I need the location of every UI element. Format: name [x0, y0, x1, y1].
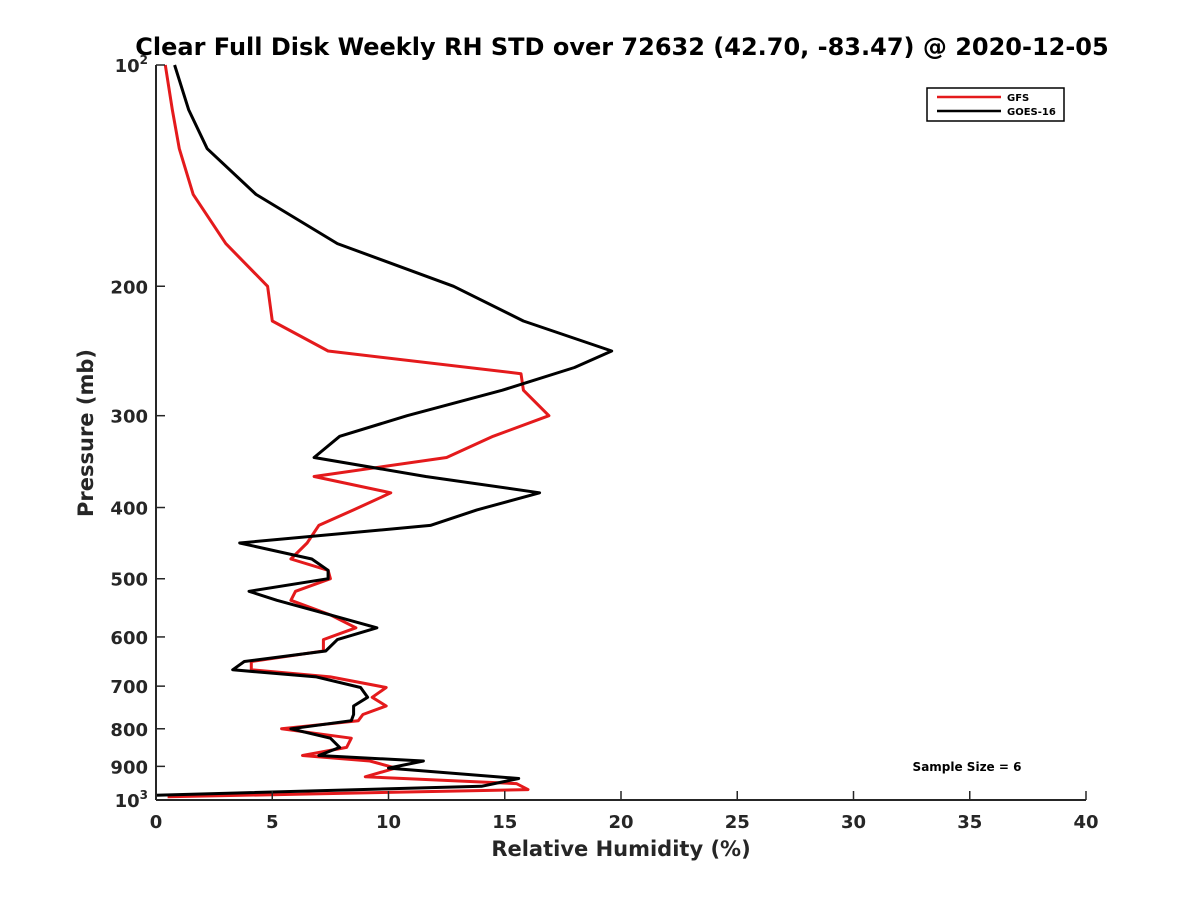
sample-size-annotation: Sample Size = 6	[913, 760, 1022, 774]
x-tick-label: 25	[725, 812, 750, 833]
series-line-gfs	[163, 64, 551, 799]
series-layer	[155, 64, 614, 799]
x-axis-label: Relative Humidity (%)	[491, 837, 750, 861]
x-tick-label: 10	[376, 812, 401, 833]
y-tick-label: 900	[110, 757, 148, 778]
x-tick-label: 40	[1073, 812, 1098, 833]
y-tick-label: 500	[110, 570, 148, 591]
y-tick-label: 400	[110, 499, 148, 520]
x-tick-label: 0	[150, 812, 163, 833]
y-tick-label: 200	[110, 277, 148, 298]
y-tick-label: 300	[110, 407, 148, 428]
legend-label-goes16: GOES-16	[1007, 107, 1056, 118]
y-tick-label: 700	[110, 677, 148, 698]
y-axis-ticks: 102 200 300 400 500 600 700 800 900 103	[110, 53, 165, 812]
chart-title: Clear Full Disk Weekly RH STD over 72632…	[135, 33, 1108, 61]
y-axis-label: Pressure (mb)	[74, 349, 98, 517]
legend-label-gfs: GFS	[1007, 93, 1029, 104]
x-tick-label: 35	[957, 812, 982, 833]
y-tick-label: 102	[115, 53, 148, 77]
x-tick-label: 5	[266, 812, 279, 833]
y-tick-label: 800	[110, 720, 148, 741]
x-tick-label: 20	[608, 812, 633, 833]
y-tick-label: 103	[115, 788, 148, 812]
legend: GFS GOES-16	[926, 87, 1065, 122]
x-tick-label: 30	[841, 812, 866, 833]
x-tick-label: 15	[492, 812, 517, 833]
series-line-goes-16	[155, 64, 614, 797]
x-axis-ticks: 0 5 10 15 20 25 30 35 40	[150, 791, 1099, 833]
legend-box	[926, 87, 1065, 122]
y-tick-label: 600	[110, 628, 148, 649]
